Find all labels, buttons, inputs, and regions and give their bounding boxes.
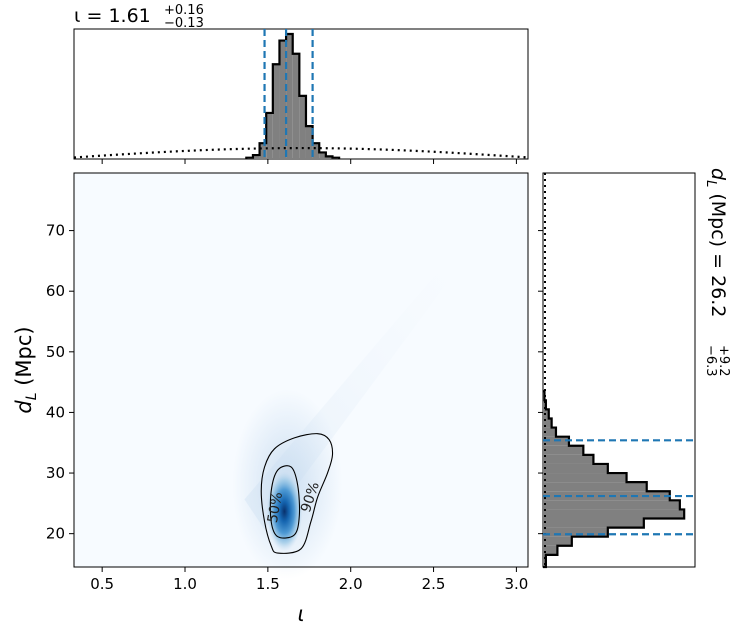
right-hist-bar bbox=[543, 463, 608, 474]
x-tick-label: 3.0 bbox=[504, 575, 528, 593]
contour-label-50: 50% bbox=[265, 491, 286, 524]
right-hist-bar bbox=[543, 500, 680, 510]
top-hist-bar bbox=[252, 155, 260, 159]
x-tick-label: 2.5 bbox=[422, 575, 446, 593]
x-axis-label: ι bbox=[297, 602, 304, 626]
right-title-plus: +9.2 bbox=[716, 345, 731, 377]
right-title-median: 26.2 bbox=[707, 275, 729, 317]
joint-density bbox=[232, 266, 451, 580]
right-title-mid: (Mpc) = bbox=[707, 187, 729, 275]
top-marginal-prior-line bbox=[73, 146, 529, 159]
top-marginal-histogram bbox=[245, 32, 341, 159]
joint-panel: 50% 90% 0.5 1.0 1.5 2.0 2.5 3.0 20 30 40 50 60 70 ι… bbox=[12, 172, 529, 626]
top-hist-bar bbox=[319, 152, 326, 159]
right-hist-bar bbox=[543, 554, 546, 567]
top-hist-bar bbox=[305, 126, 313, 159]
joint-contours: 50% 90% bbox=[260, 433, 334, 554]
right-hist-outline bbox=[543, 390, 686, 569]
top-hist-bar bbox=[292, 53, 300, 159]
joint-x-ticks: 0.5 1.0 1.5 2.0 2.5 3.0 bbox=[90, 567, 528, 593]
right-marginal-ticks bbox=[538, 230, 543, 535]
right-title-prefix: d bbox=[707, 168, 729, 181]
y-tick-label: 30 bbox=[46, 464, 65, 482]
x-tick-label: 1.0 bbox=[173, 575, 197, 593]
top-hist-outline bbox=[245, 32, 341, 159]
right-hist-bar bbox=[543, 527, 608, 537]
right-hist-bar bbox=[543, 418, 552, 428]
y-tick-label: 40 bbox=[46, 403, 65, 421]
top-marginal-title: ι = 1.61 bbox=[74, 5, 151, 27]
x-tick-label: 2.0 bbox=[339, 575, 363, 593]
right-title-minus: −6.3 bbox=[703, 345, 718, 377]
title-plus: +0.16 bbox=[164, 3, 204, 18]
top-hist-bar bbox=[286, 34, 293, 159]
right-hist-bar bbox=[543, 491, 670, 501]
top-hist-bar bbox=[279, 40, 287, 159]
top-hist-bar bbox=[266, 112, 273, 159]
top-marginal-panel: ι = 1.61 +0.16 −0.13 bbox=[73, 3, 529, 164]
right-marginal-panel: dL (Mpc) = 26.2 +9.2 −6.3 bbox=[538, 168, 731, 569]
top-hist-bar bbox=[312, 143, 320, 159]
top-hist-bar bbox=[299, 95, 306, 159]
y-axis-label: dL (Mpc) bbox=[12, 326, 40, 413]
top-hist-bar bbox=[325, 156, 333, 159]
right-hist-bar bbox=[543, 400, 546, 410]
right-hist-bar bbox=[543, 545, 558, 555]
top-hist-bar bbox=[259, 143, 267, 159]
y-tick-label: 50 bbox=[46, 343, 65, 361]
right-hist-bar bbox=[543, 454, 594, 464]
right-marginal-quantiles bbox=[543, 439, 695, 536]
y-tick-label: 20 bbox=[46, 525, 65, 543]
right-hist-bar bbox=[543, 509, 685, 519]
right-hist-bar bbox=[543, 427, 556, 437]
joint-frame bbox=[73, 172, 529, 568]
x-tick-label: 0.5 bbox=[90, 575, 114, 593]
joint-y-ticks: 20 30 40 50 60 70 bbox=[46, 222, 74, 543]
right-hist-bar bbox=[543, 518, 644, 528]
right-hist-bar bbox=[543, 536, 572, 546]
top-hist-bar bbox=[272, 64, 280, 159]
title-prefix: ι = bbox=[74, 5, 108, 27]
contour-90 bbox=[260, 433, 334, 554]
right-hist-bar bbox=[543, 482, 647, 492]
y-tick-label: 70 bbox=[46, 222, 65, 240]
right-hist-bar bbox=[543, 445, 584, 455]
title-median: 1.61 bbox=[108, 5, 150, 27]
right-title-sub: L bbox=[703, 180, 718, 187]
top-marginal-ticks bbox=[101, 159, 517, 164]
y-tick-label: 60 bbox=[46, 282, 65, 300]
x-tick-label: 1.5 bbox=[256, 575, 280, 593]
right-marginal-title: dL (Mpc) = 26.2 +9.2 −6.3 bbox=[703, 168, 731, 377]
svg-text:dL (Mpc) = 26.2: dL (Mpc) = 26.2 bbox=[703, 168, 729, 317]
contour-50 bbox=[269, 465, 301, 539]
right-hist-bar bbox=[543, 473, 627, 483]
title-minus: −0.13 bbox=[164, 16, 204, 31]
density-core bbox=[266, 471, 303, 552]
